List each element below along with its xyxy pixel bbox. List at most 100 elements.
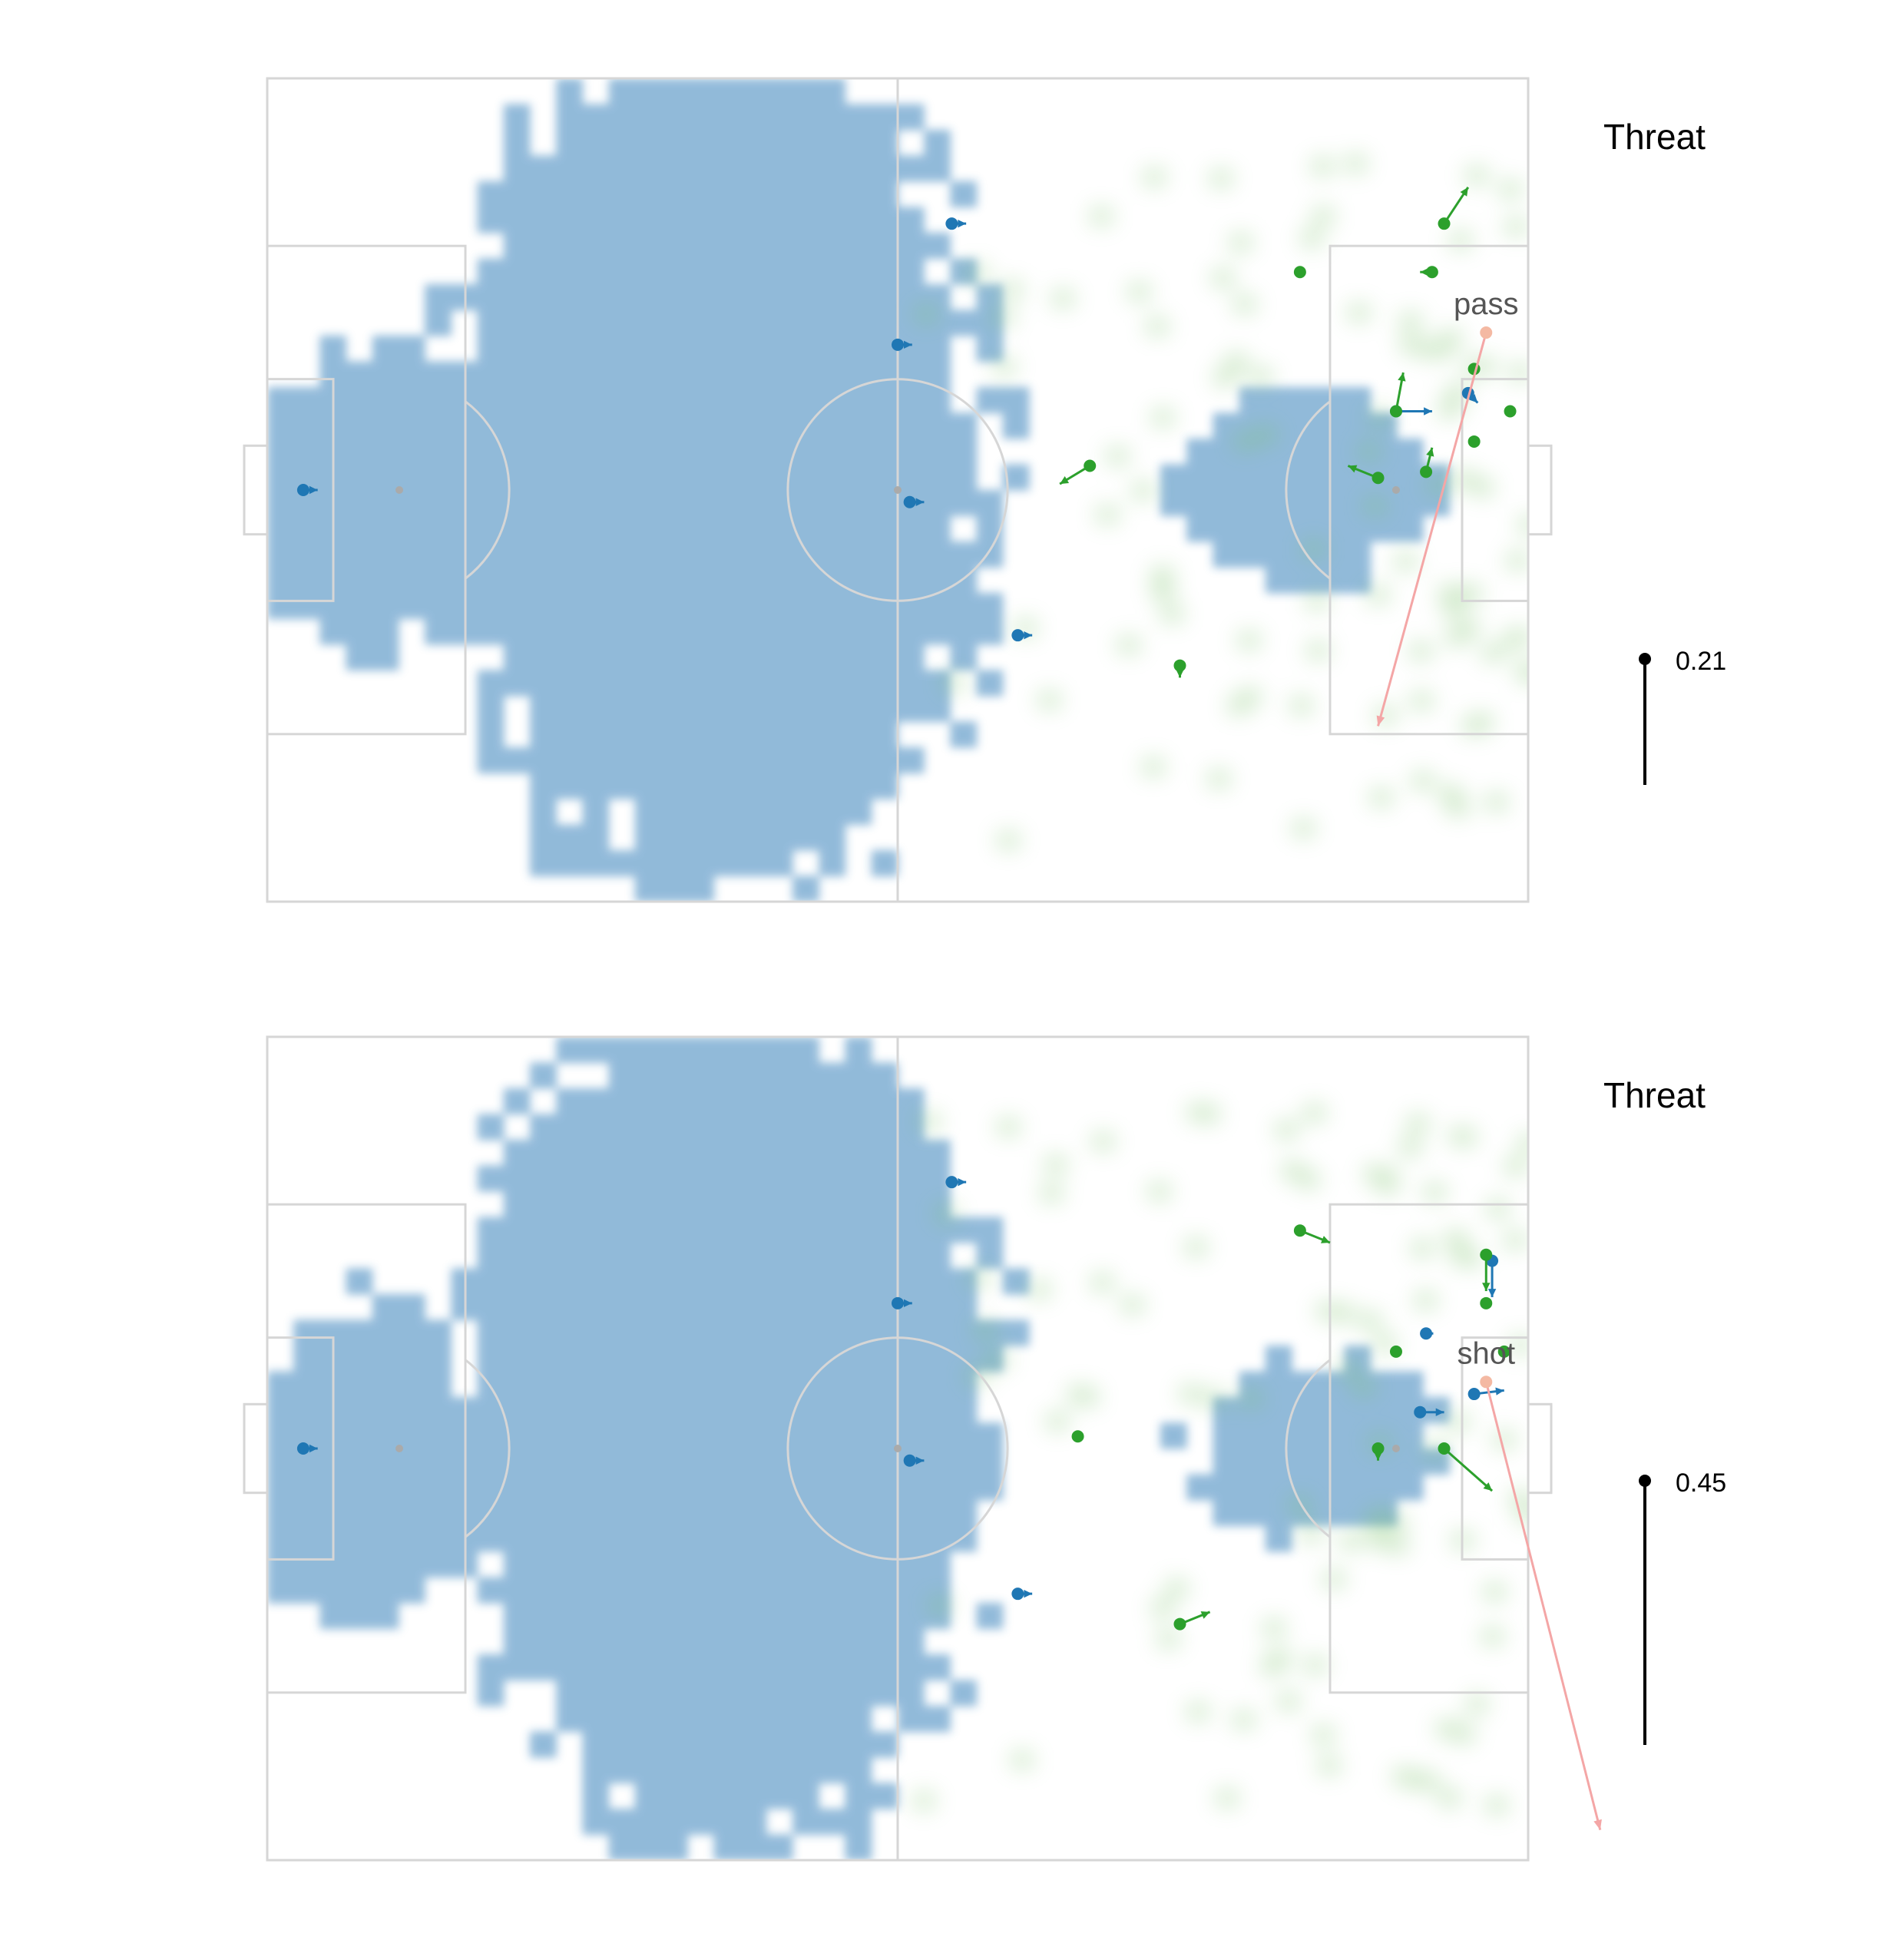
- pitch-lines: [243, 1035, 1553, 1862]
- home-player-0-arrowhead: [309, 485, 318, 495]
- home-player-5-marker: [1414, 1405, 1427, 1419]
- center-spot: [894, 486, 902, 494]
- away-player-5: [1389, 1345, 1402, 1358]
- legend-dot-bottom: [1639, 1475, 1651, 1487]
- home-player-1-marker: [945, 217, 958, 230]
- legend-value-top: 0.21: [1676, 647, 1726, 676]
- home-player-2-arrowhead: [903, 1299, 912, 1308]
- home-player-4-marker: [1011, 1588, 1024, 1601]
- legend-title-top: Threat: [1603, 117, 1706, 157]
- home-player-8: [1467, 1387, 1504, 1401]
- away-player-3-marker: [1389, 405, 1402, 418]
- home-player-6-marker: [1420, 1327, 1433, 1340]
- home-player-2: [892, 1296, 912, 1309]
- home-player-6-arrowhead: [1469, 394, 1478, 403]
- away-player-3: [1371, 1442, 1385, 1461]
- home-player-3-marker: [903, 495, 916, 508]
- away-player-0-marker: [1071, 1430, 1084, 1443]
- pitch-panel-pass: pass: [243, 77, 1553, 903]
- home-player-0: [296, 484, 318, 496]
- penalty-arc-right: [1285, 400, 1331, 580]
- away-player-6: [1480, 1296, 1493, 1309]
- away-player-10-arrowhead: [1460, 187, 1468, 197]
- away-player-3: [1389, 372, 1406, 418]
- away-player-4: [1438, 1442, 1494, 1492]
- home-player-1-arrowhead: [958, 219, 967, 228]
- home-player-0-marker: [296, 1442, 309, 1455]
- away-player-0: [1059, 459, 1097, 485]
- event-arrow: [1484, 1381, 1602, 1830]
- home-player-3-arrowhead: [915, 498, 925, 506]
- center-circle: [786, 1336, 1009, 1561]
- legend-title-bottom: Threat: [1603, 1075, 1706, 1115]
- home-player-7-arrowhead: [1487, 1289, 1497, 1297]
- penalty-arc-left: [465, 1359, 511, 1538]
- pitch-panel-shot: shot: [243, 1035, 1602, 1862]
- away-player-1-marker: [1173, 1617, 1186, 1631]
- home-player-0: [296, 1442, 318, 1455]
- away-player-4-arrowhead: [1483, 1482, 1493, 1492]
- away-player-8: [1504, 405, 1517, 418]
- away-player-3-marker: [1371, 1442, 1385, 1455]
- away-player-0-marker: [1084, 459, 1097, 472]
- away-player-2-arrowhead: [1348, 465, 1358, 473]
- away-player-6: [1293, 266, 1306, 279]
- away-player-1: [1173, 1611, 1211, 1631]
- home-player-2-arrowhead: [903, 340, 912, 349]
- away-player-2: [1293, 1224, 1331, 1244]
- pitch-lines: [243, 77, 1553, 903]
- away-player-10-marker: [1438, 217, 1451, 230]
- control-heatmap: [267, 1037, 1528, 1860]
- penalty-spot-left: [395, 1445, 404, 1452]
- home-player-2-marker: [892, 338, 904, 351]
- home-player-0-arrowhead: [309, 1444, 318, 1453]
- away-player-7-marker: [1497, 1345, 1510, 1358]
- away-player-10: [1438, 187, 1470, 230]
- home-player-5-arrowhead: [1424, 407, 1432, 416]
- away-player-8-marker: [1504, 405, 1517, 418]
- goal-left: [243, 444, 269, 536]
- home-player-7: [1486, 1254, 1499, 1297]
- away-player-4-marker: [1438, 1442, 1451, 1455]
- home-player-2: [892, 338, 912, 351]
- home-player-8-marker: [1467, 1388, 1481, 1401]
- home-player-4: [1011, 629, 1033, 642]
- penalty-spot-right: [1391, 1445, 1400, 1452]
- away-player-4-arrowhead: [1426, 447, 1434, 457]
- away-player-5-marker: [1389, 1345, 1402, 1358]
- event-ball: [1480, 326, 1493, 339]
- home-player-4: [1011, 1588, 1033, 1601]
- home-player-1-arrowhead: [958, 1177, 967, 1187]
- home-player-2-marker: [892, 1296, 904, 1309]
- home-player-4-marker: [1011, 629, 1024, 642]
- goal-right: [1527, 1402, 1553, 1495]
- away-player-6-marker: [1480, 1296, 1493, 1309]
- event-label: pass: [1454, 287, 1519, 321]
- goal-left: [243, 1402, 269, 1495]
- away-player-9-marker: [1467, 435, 1481, 448]
- penalty-arc-left: [465, 400, 511, 580]
- away-player-2-marker: [1371, 472, 1385, 485]
- legend-value-bottom: 0.45: [1676, 1468, 1726, 1498]
- away-player-1-arrowhead: [1200, 1611, 1210, 1619]
- away-player-1-marker: [1173, 659, 1186, 672]
- event-arrowhead: [1376, 715, 1385, 727]
- center-circle: [786, 378, 1009, 602]
- away-player-2-arrowhead: [1320, 1236, 1330, 1243]
- penalty-spot-left: [395, 486, 404, 494]
- home-player-0-marker: [296, 484, 309, 496]
- away-player-2-marker: [1293, 1224, 1306, 1237]
- home-player-6: [1420, 1327, 1434, 1340]
- home-player-3: [903, 495, 925, 508]
- away-player-5: [1420, 266, 1438, 279]
- away-player-1-arrowhead: [1176, 669, 1184, 678]
- center-spot: [894, 1445, 902, 1452]
- event-label: shot: [1457, 1336, 1515, 1370]
- away-player-4-marker: [1420, 465, 1433, 478]
- home-player-3-arrowhead: [915, 1456, 925, 1465]
- event-arrowhead: [1593, 1819, 1602, 1830]
- home-player-3-marker: [903, 1454, 916, 1467]
- home-player-4-arrowhead: [1024, 1589, 1033, 1598]
- home-player-4-arrowhead: [1024, 631, 1033, 640]
